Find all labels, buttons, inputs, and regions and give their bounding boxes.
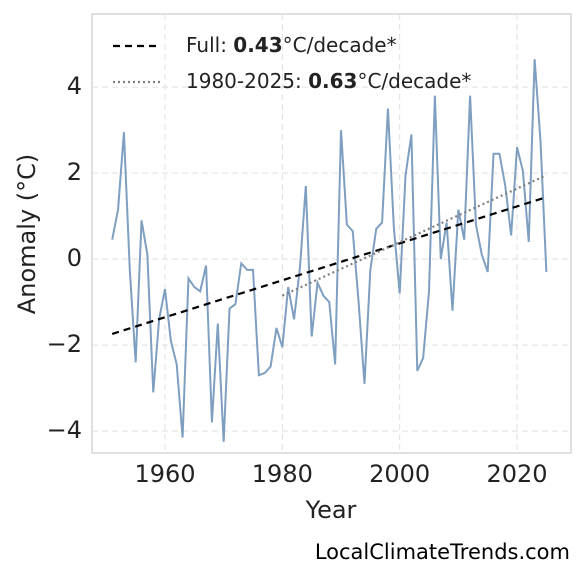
x-tick-label: 1960	[134, 460, 195, 488]
watermark: LocalClimateTrends.com	[315, 540, 570, 564]
trend-line	[111, 196, 547, 335]
y-tick-label: −2	[47, 330, 82, 358]
data-line	[111, 59, 548, 442]
y-tick-label: −4	[47, 416, 82, 444]
plot-frame	[91, 13, 572, 454]
y-tick-label: 0	[67, 244, 82, 272]
y-axis-label: Anomaly (°C)	[13, 154, 41, 314]
x-tick-label: 1980	[252, 460, 313, 488]
legend-label: Full: 0.43°C/decade*	[186, 33, 397, 57]
trend-line	[281, 174, 547, 297]
x-tick-label: 2000	[369, 460, 430, 488]
y-tick-label: 4	[67, 72, 82, 100]
y-tick-label: 2	[67, 158, 82, 186]
x-axis-label: Year	[305, 496, 357, 524]
legend-label: 1980-2025: 0.63°C/decade*	[186, 69, 471, 93]
x-tick-label: 2020	[486, 460, 547, 488]
